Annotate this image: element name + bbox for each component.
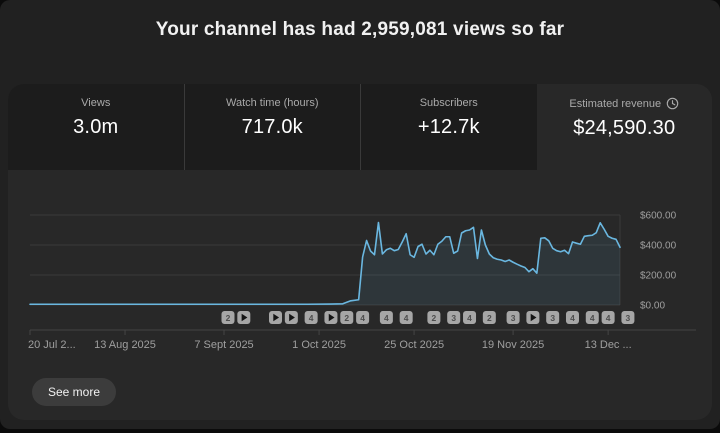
svg-text:2: 2 bbox=[432, 313, 437, 323]
revenue-chart[interactable]: $600.00 $400.00 $200.00 $0.00 20 Jul 2... 13 … bbox=[8, 170, 712, 420]
x-axis-label: 20 Jul 2... bbox=[28, 339, 76, 351]
svg-text:4: 4 bbox=[404, 313, 409, 323]
video-marker-count[interactable]: 3 bbox=[546, 311, 560, 324]
svg-text:3: 3 bbox=[550, 313, 555, 323]
video-marker-count[interactable]: 3 bbox=[621, 311, 635, 324]
tab-views-label: Views bbox=[81, 97, 111, 109]
video-marker-count[interactable]: 3 bbox=[506, 311, 520, 324]
video-marker-play[interactable] bbox=[237, 311, 251, 324]
tab-watch-time[interactable]: Watch time (hours) 717.0k bbox=[184, 84, 361, 170]
video-marker-count[interactable]: 4 bbox=[399, 311, 413, 324]
revenue-chart-wrap: $600.00 $400.00 $200.00 $0.00 20 Jul 2... 13 … bbox=[8, 170, 712, 420]
video-marker-play[interactable] bbox=[269, 311, 283, 324]
svg-text:4: 4 bbox=[309, 313, 314, 323]
x-axis-label: 25 Oct 2025 bbox=[384, 339, 444, 351]
video-marker-count[interactable]: 4 bbox=[304, 311, 318, 324]
svg-text:2: 2 bbox=[226, 313, 231, 323]
x-axis-label: 13 Dec ... bbox=[585, 339, 632, 351]
svg-text:4: 4 bbox=[384, 313, 389, 323]
video-marker-count[interactable]: 3 bbox=[447, 311, 461, 324]
see-more-button[interactable]: See more bbox=[32, 378, 117, 406]
video-marker-count[interactable]: 4 bbox=[463, 311, 477, 324]
svg-text:2: 2 bbox=[344, 313, 349, 323]
svg-text:4: 4 bbox=[590, 313, 595, 323]
svg-text:4: 4 bbox=[467, 313, 472, 323]
svg-text:2: 2 bbox=[487, 313, 492, 323]
svg-text:4: 4 bbox=[360, 313, 365, 323]
tab-views[interactable]: Views 3.0m bbox=[8, 84, 185, 170]
y-axis-label: $0.00 bbox=[640, 301, 665, 312]
video-marker-count[interactable]: 2 bbox=[482, 311, 496, 324]
x-axis-label: 13 Aug 2025 bbox=[94, 339, 156, 351]
video-marker-count[interactable]: 4 bbox=[356, 311, 370, 324]
tab-watch-time-label: Watch time (hours) bbox=[225, 97, 319, 109]
analytics-panel: Views 3.0m Watch time (hours) 717.0k Sub… bbox=[8, 84, 712, 420]
svg-text:3: 3 bbox=[451, 313, 456, 323]
video-marker-play[interactable] bbox=[324, 311, 338, 324]
y-axis-label: $400.00 bbox=[640, 241, 677, 252]
x-axis-label: 1 Oct 2025 bbox=[292, 339, 346, 351]
video-marker-count[interactable]: 4 bbox=[585, 311, 599, 324]
y-axis-label: $600.00 bbox=[640, 211, 677, 222]
revenue-line bbox=[29, 221, 621, 306]
page-title: Your channel has had 2,959,081 views so … bbox=[155, 19, 565, 40]
tab-views-value: 3.0m bbox=[73, 116, 119, 138]
y-axis-label: $200.00 bbox=[640, 271, 677, 282]
video-marker-count[interactable]: 2 bbox=[221, 311, 235, 324]
tab-estimated-revenue[interactable]: Estimated revenue $24,590.30 bbox=[536, 84, 712, 170]
x-axis-label: 7 Sept 2025 bbox=[194, 339, 253, 351]
clock-icon bbox=[666, 97, 679, 110]
video-marker-count[interactable]: 4 bbox=[601, 311, 615, 324]
video-marker-play[interactable] bbox=[526, 311, 540, 324]
video-marker-count[interactable]: 2 bbox=[340, 311, 354, 324]
video-marker-count[interactable]: 4 bbox=[565, 311, 579, 324]
x-axis-label: 19 Nov 2025 bbox=[482, 339, 544, 351]
video-marker-play[interactable] bbox=[284, 311, 298, 324]
video-marker-count[interactable]: 2 bbox=[427, 311, 441, 324]
tab-estimated-revenue-label: Estimated revenue bbox=[569, 97, 679, 110]
tab-subscribers[interactable]: Subscribers +12.7k bbox=[361, 84, 537, 170]
tab-subscribers-label: Subscribers bbox=[419, 97, 478, 109]
metric-tabs: Views 3.0m Watch time (hours) 717.0k Sub… bbox=[8, 84, 712, 170]
svg-text:4: 4 bbox=[606, 313, 611, 323]
svg-text:3: 3 bbox=[511, 313, 516, 323]
video-marker-count[interactable]: 4 bbox=[379, 311, 393, 324]
tab-subscribers-value: +12.7k bbox=[417, 116, 480, 138]
revenue-area bbox=[30, 222, 620, 305]
tab-watch-time-value: 717.0k bbox=[241, 116, 303, 138]
svg-text:3: 3 bbox=[626, 313, 631, 323]
tab-estimated-revenue-value: $24,590.30 bbox=[573, 117, 676, 139]
svg-text:4: 4 bbox=[570, 313, 575, 323]
